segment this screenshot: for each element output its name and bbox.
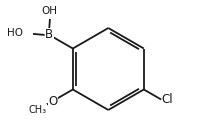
Text: CH₃: CH₃ (28, 105, 46, 115)
Text: Cl: Cl (161, 93, 173, 106)
Text: HO: HO (7, 28, 23, 39)
Text: B: B (45, 28, 53, 41)
Text: O: O (48, 95, 57, 108)
Text: OH: OH (42, 6, 58, 16)
